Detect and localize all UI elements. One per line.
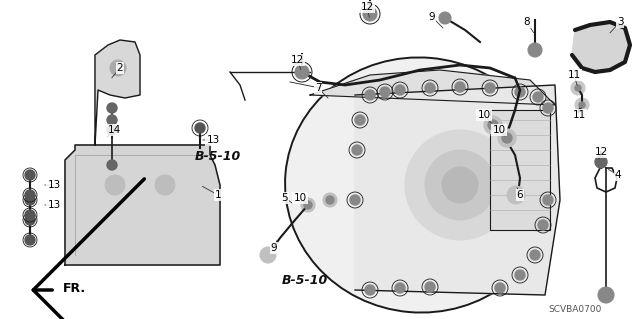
Circle shape xyxy=(363,7,377,21)
Circle shape xyxy=(575,85,581,91)
Circle shape xyxy=(365,90,375,100)
Polygon shape xyxy=(355,85,560,295)
Circle shape xyxy=(395,85,405,95)
Text: 1: 1 xyxy=(214,190,221,200)
Circle shape xyxy=(110,60,126,76)
Circle shape xyxy=(301,198,315,212)
Circle shape xyxy=(498,129,516,147)
Polygon shape xyxy=(65,145,220,265)
Circle shape xyxy=(326,196,334,204)
Text: 12: 12 xyxy=(291,55,303,65)
Circle shape xyxy=(598,287,614,303)
Circle shape xyxy=(25,235,35,245)
Circle shape xyxy=(25,170,35,180)
Text: 9: 9 xyxy=(429,12,435,22)
Text: 11: 11 xyxy=(568,70,580,80)
Text: 10: 10 xyxy=(477,110,491,120)
Circle shape xyxy=(107,115,117,125)
Text: 2: 2 xyxy=(116,63,124,73)
Circle shape xyxy=(155,175,175,195)
Text: 13: 13 xyxy=(206,135,220,145)
Circle shape xyxy=(425,150,495,220)
Text: 12: 12 xyxy=(360,2,374,12)
Circle shape xyxy=(25,195,35,205)
Text: 9: 9 xyxy=(271,243,277,253)
Circle shape xyxy=(595,156,607,168)
Ellipse shape xyxy=(285,57,555,313)
Circle shape xyxy=(495,283,505,293)
Circle shape xyxy=(295,65,309,79)
Text: 14: 14 xyxy=(108,125,120,135)
Circle shape xyxy=(543,103,553,113)
Circle shape xyxy=(530,250,540,260)
Circle shape xyxy=(528,43,542,57)
Circle shape xyxy=(543,195,553,205)
Polygon shape xyxy=(572,22,630,72)
Text: 10: 10 xyxy=(293,193,307,203)
Circle shape xyxy=(425,83,435,93)
Circle shape xyxy=(25,190,35,200)
Circle shape xyxy=(533,92,543,102)
Circle shape xyxy=(352,145,362,155)
Text: 5: 5 xyxy=(282,193,288,203)
Circle shape xyxy=(107,103,117,113)
Text: 13: 13 xyxy=(47,200,61,210)
Bar xyxy=(490,110,550,230)
Circle shape xyxy=(579,102,585,108)
Circle shape xyxy=(304,201,312,209)
Circle shape xyxy=(355,115,365,125)
Circle shape xyxy=(439,12,451,24)
Circle shape xyxy=(380,87,390,97)
Circle shape xyxy=(107,125,117,135)
Polygon shape xyxy=(95,40,140,145)
Circle shape xyxy=(455,82,465,92)
Circle shape xyxy=(507,186,525,204)
Circle shape xyxy=(395,283,405,293)
Text: B-5-10: B-5-10 xyxy=(282,273,328,286)
Circle shape xyxy=(515,270,525,280)
Text: 11: 11 xyxy=(572,110,586,120)
Text: B-5-10: B-5-10 xyxy=(195,151,241,164)
Polygon shape xyxy=(310,70,555,105)
Text: 8: 8 xyxy=(524,17,531,27)
Text: 12: 12 xyxy=(595,147,607,157)
Text: FR.: FR. xyxy=(63,281,86,294)
Text: 13: 13 xyxy=(47,180,61,190)
Circle shape xyxy=(107,160,117,170)
Circle shape xyxy=(515,87,525,97)
Text: 4: 4 xyxy=(614,170,621,180)
Circle shape xyxy=(405,130,515,240)
Text: 7: 7 xyxy=(315,83,321,93)
Circle shape xyxy=(260,247,276,263)
Circle shape xyxy=(442,167,478,203)
Circle shape xyxy=(350,195,360,205)
Text: SCVBA0700: SCVBA0700 xyxy=(548,306,602,315)
Text: 6: 6 xyxy=(516,190,524,200)
Circle shape xyxy=(538,220,548,230)
Circle shape xyxy=(105,175,125,195)
Circle shape xyxy=(502,133,512,143)
Circle shape xyxy=(323,193,337,207)
Circle shape xyxy=(425,282,435,292)
Circle shape xyxy=(575,98,589,112)
Circle shape xyxy=(485,83,495,93)
Text: 10: 10 xyxy=(492,125,506,135)
Circle shape xyxy=(25,215,35,225)
Circle shape xyxy=(195,123,205,133)
Circle shape xyxy=(365,285,375,295)
Text: 3: 3 xyxy=(617,17,623,27)
Circle shape xyxy=(25,210,35,220)
Circle shape xyxy=(484,116,502,134)
Circle shape xyxy=(571,81,585,95)
Circle shape xyxy=(488,120,498,130)
